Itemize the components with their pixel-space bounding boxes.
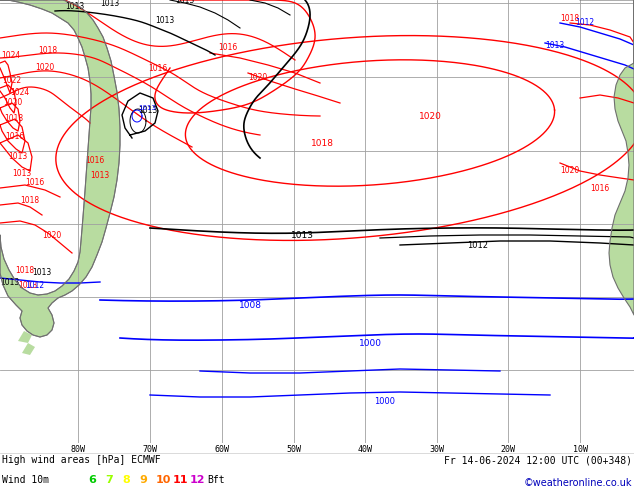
Text: 1000: 1000 bbox=[375, 397, 396, 406]
Text: 1018: 1018 bbox=[560, 14, 579, 23]
Text: ©weatheronline.co.uk: ©weatheronline.co.uk bbox=[524, 478, 632, 488]
Text: 1016: 1016 bbox=[25, 178, 44, 187]
Text: 1008: 1008 bbox=[238, 301, 261, 310]
Text: Bft: Bft bbox=[207, 475, 224, 485]
Text: 70W: 70W bbox=[143, 445, 157, 454]
Text: 1018: 1018 bbox=[4, 114, 23, 123]
Text: 1016: 1016 bbox=[5, 132, 24, 141]
Text: 1024: 1024 bbox=[10, 88, 29, 97]
Text: 7: 7 bbox=[105, 475, 113, 485]
Text: 12: 12 bbox=[190, 475, 205, 485]
Text: 1020: 1020 bbox=[418, 112, 441, 121]
Text: 1013: 1013 bbox=[175, 0, 194, 5]
Text: 1016: 1016 bbox=[148, 64, 167, 73]
Text: 1012: 1012 bbox=[25, 281, 44, 290]
Text: 11: 11 bbox=[173, 475, 188, 485]
Text: 9: 9 bbox=[139, 475, 147, 485]
Text: 1020: 1020 bbox=[248, 73, 268, 82]
Text: 1013: 1013 bbox=[8, 152, 27, 161]
Text: 1013: 1013 bbox=[138, 106, 157, 115]
Text: 80W: 80W bbox=[70, 445, 86, 454]
Text: Wind 10m: Wind 10m bbox=[2, 475, 49, 485]
Text: 1013: 1013 bbox=[0, 278, 19, 287]
Text: 1013: 1013 bbox=[65, 2, 84, 11]
Text: 20W: 20W bbox=[500, 445, 515, 454]
Text: 10: 10 bbox=[156, 475, 171, 485]
Text: 60W: 60W bbox=[214, 445, 230, 454]
Text: 1013: 1013 bbox=[90, 171, 109, 180]
Text: 1022: 1022 bbox=[2, 76, 21, 85]
Text: 30W: 30W bbox=[429, 445, 444, 454]
Text: 1013: 1013 bbox=[155, 16, 174, 25]
Text: 1016: 1016 bbox=[218, 43, 237, 52]
Text: 8: 8 bbox=[122, 475, 130, 485]
Text: 40W: 40W bbox=[358, 445, 373, 454]
Text: 1013: 1013 bbox=[290, 231, 313, 240]
Polygon shape bbox=[22, 343, 35, 355]
Polygon shape bbox=[580, 0, 634, 315]
Text: 1012: 1012 bbox=[575, 18, 594, 27]
Text: 6: 6 bbox=[88, 475, 96, 485]
Text: 1020: 1020 bbox=[42, 231, 61, 240]
Text: 1000: 1000 bbox=[358, 339, 382, 348]
Text: 1013: 1013 bbox=[18, 281, 37, 290]
Text: Fr 14-06-2024 12:00 UTC (00+348): Fr 14-06-2024 12:00 UTC (00+348) bbox=[444, 455, 632, 465]
Polygon shape bbox=[18, 331, 32, 343]
Text: 1018: 1018 bbox=[20, 196, 39, 205]
Text: High wind areas [hPa] ECMWF: High wind areas [hPa] ECMWF bbox=[2, 455, 160, 465]
Text: 1020: 1020 bbox=[35, 63, 55, 72]
Text: 1018: 1018 bbox=[38, 46, 57, 55]
Text: 1016: 1016 bbox=[85, 156, 104, 165]
Text: 1012: 1012 bbox=[467, 241, 489, 250]
Polygon shape bbox=[580, 0, 634, 315]
Text: 50W: 50W bbox=[287, 445, 302, 454]
Text: 1020: 1020 bbox=[3, 98, 22, 107]
Text: 1020: 1020 bbox=[560, 166, 579, 175]
Polygon shape bbox=[0, 0, 120, 337]
Text: 1018: 1018 bbox=[311, 139, 333, 148]
Text: 1013: 1013 bbox=[138, 105, 156, 111]
Text: 1013: 1013 bbox=[32, 268, 51, 277]
Text: 1013: 1013 bbox=[100, 0, 119, 8]
Text: 1018: 1018 bbox=[15, 266, 34, 275]
Text: 1013: 1013 bbox=[545, 41, 564, 50]
Text: 1024: 1024 bbox=[1, 51, 20, 60]
Text: 1016: 1016 bbox=[590, 184, 609, 193]
Text: 10W: 10W bbox=[573, 445, 588, 454]
Text: 1013: 1013 bbox=[12, 169, 31, 178]
